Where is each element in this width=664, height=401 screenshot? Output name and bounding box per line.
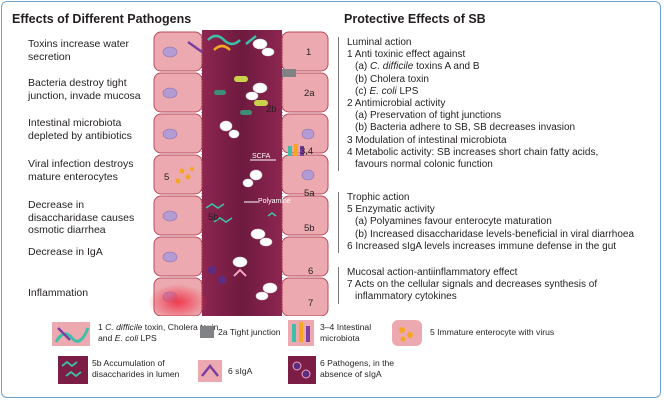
trophic-item-5: 5 Enzymatic activity bbox=[347, 204, 435, 216]
siga-icon bbox=[208, 266, 247, 284]
diagram-label-5b-lumen: 5b bbox=[208, 212, 219, 223]
inflammation-glow bbox=[148, 284, 208, 316]
diagram-label-1: 1 bbox=[306, 47, 311, 58]
luminal-item-4b: favours normal colonic function bbox=[355, 159, 493, 171]
luminal-item-1c: (c) E. coli LPS bbox=[355, 85, 419, 97]
luminal-item-2a: (a) Preservation of tight junctions bbox=[355, 110, 502, 122]
luminal-action-panel: Luminal action 1 Anti toxinic effect aga… bbox=[338, 37, 656, 172]
left-panel-title: Effects of Different Pathogens bbox=[12, 12, 192, 26]
toxin-icon bbox=[187, 34, 257, 54]
legend-virus-icon bbox=[392, 320, 422, 346]
luminal-item-3: 3 Modulation of intestinal microbiota bbox=[347, 134, 507, 146]
left-item-toxins: Toxins increase water secretion bbox=[28, 38, 129, 63]
luminal-item-1b: (b) Cholera toxin bbox=[355, 73, 429, 85]
bacteria-icon bbox=[214, 76, 268, 115]
virus-icon bbox=[175, 167, 194, 184]
legend-microbiota-icon bbox=[288, 320, 314, 346]
mucosal-item-7a: 7 Acts on the cellular signals and decre… bbox=[347, 279, 598, 291]
legend-siga-label: 6 sIgA bbox=[228, 366, 253, 376]
diagram-label-5b-cell: 5b bbox=[304, 223, 315, 234]
microvilli bbox=[201, 34, 283, 312]
nuclei bbox=[162, 46, 315, 303]
left-item-inflammation: Inflammation bbox=[28, 287, 89, 299]
yeast-sb-icon bbox=[219, 38, 278, 301]
luminal-item-2: 2 Antimicrobial activity bbox=[347, 98, 446, 110]
right-panel-title: Protective Effects of SB bbox=[344, 12, 486, 26]
legend-pathogen-label: 6 Pathogens, in the absence of sIgA bbox=[320, 358, 395, 379]
mucosal-heading: Mucosal action-antiinflammatory effect bbox=[347, 267, 518, 278]
diagram-label-3-4: 3,4 bbox=[300, 146, 313, 157]
right-epithelium bbox=[281, 31, 329, 316]
trophic-action-panel: Trophic action 5 Enzymatic activity (a) … bbox=[338, 192, 656, 254]
left-item-microbiota: Intestinal microbiota depleted by antibi… bbox=[28, 117, 132, 142]
scfa-label: SCFA bbox=[252, 153, 271, 160]
left-item-iga: Decrease in IgA bbox=[28, 246, 103, 258]
disaccharide-icon bbox=[205, 203, 277, 223]
legend-toxin-icon bbox=[52, 322, 90, 346]
diagram-label-5: 5 bbox=[164, 172, 169, 183]
tight-junction-icon bbox=[282, 69, 296, 77]
luminal-heading: Luminal action bbox=[347, 37, 412, 48]
legend-pathogen-icon bbox=[288, 356, 316, 384]
diagram-label-5a: 5a bbox=[304, 188, 315, 199]
polyamine-label: Polyamine bbox=[258, 198, 291, 205]
microbiota-icon bbox=[288, 144, 304, 156]
legend: 1 C. difficile toxin, Cholera toxin and … bbox=[30, 318, 650, 398]
trophic-item-5b: (b) Increased disaccharidase levels-bene… bbox=[355, 228, 635, 240]
diagram-label-2a: 2a bbox=[304, 88, 315, 99]
trophic-item-5a: (a) Polyamines favour enterocyte maturat… bbox=[355, 216, 552, 228]
legend-virus-label: 5 Immature enterocyte with virus bbox=[430, 327, 555, 337]
legend-tight-junction-label: 2a Tight junction bbox=[218, 327, 281, 337]
legend-toxin-label: 1 C. difficile toxin, Cholera toxin and … bbox=[98, 322, 219, 343]
mucosal-item-7b: inflammatory cytokines bbox=[355, 291, 457, 303]
luminal-item-1: 1 Anti toxinic effect against bbox=[347, 49, 466, 61]
left-item-disaccharidase: Decrease in disaccharidase causes osmoti… bbox=[28, 199, 135, 237]
luminal-item-2b: (b) Bacteria adhere to SB, SB decreases … bbox=[355, 122, 576, 134]
diagram-label-2b: 2b bbox=[266, 104, 277, 115]
trophic-heading: Trophic action bbox=[347, 192, 410, 203]
diagram-label-6: 6 bbox=[308, 266, 313, 277]
legend-disaccharide-label: 5b Accumulation of disaccharides in lume… bbox=[92, 358, 180, 379]
legend-disaccharide-icon bbox=[58, 356, 88, 384]
intestine-diagram: SCFA Polyamine 1 2a 2b 3,4 5 5a 5b 5b 6 … bbox=[148, 30, 329, 316]
legend-tight-junction-icon bbox=[200, 326, 214, 338]
mucosal-action-panel: Mucosal action-antiinflammatory effect 7… bbox=[338, 267, 656, 304]
legend-microbiota-label: 3–4 Intestinal microbiota bbox=[320, 322, 372, 343]
trophic-item-6: 6 Increased sIgA levels increases immune… bbox=[347, 240, 617, 252]
legend-siga-icon bbox=[198, 360, 222, 382]
left-item-viral: Viral infection destroys mature enterocy… bbox=[28, 158, 134, 183]
left-item-bacteria: Bacteria destroy tight junction, invade … bbox=[28, 77, 141, 102]
left-epithelium bbox=[153, 31, 203, 316]
diagram-label-7: 7 bbox=[308, 298, 313, 309]
luminal-item-1a: (a) C. difficile toxins A and B bbox=[355, 61, 480, 73]
luminal-item-4a: 4 Metabolic activity: SB increases short… bbox=[347, 146, 599, 158]
